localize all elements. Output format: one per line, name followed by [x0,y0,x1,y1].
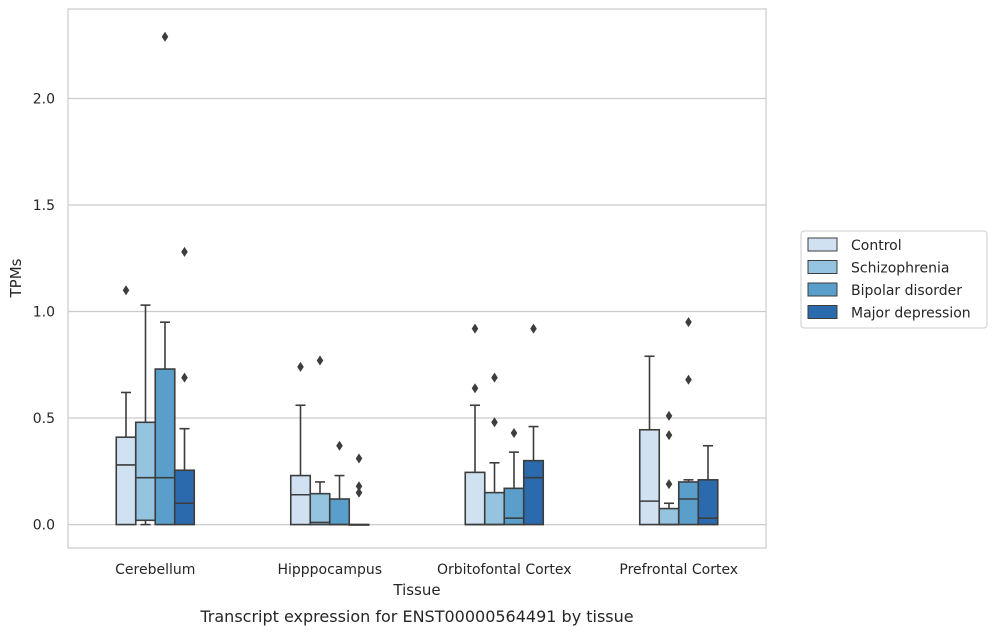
box-iqr [289,474,312,526]
box-iqr [464,471,486,526]
outlier-point [316,355,324,366]
box-iqr [522,459,545,526]
legend-label: Bipolar disorder [851,283,962,299]
outlier-point [685,374,692,385]
outlier-point [181,372,188,383]
outlier-point [471,383,479,394]
outlier-point [336,440,343,451]
legend-frame [800,230,988,329]
legend-swatch [807,282,838,297]
box-iqr [328,498,351,526]
outlier-point [530,323,537,334]
box-control [638,355,661,526]
outlier-point [181,246,188,257]
x-tick-label: Hipppocampus [277,562,382,578]
legend-swatch [807,305,838,319]
y-axis-title: TPMs [7,258,25,298]
box-iqr [309,492,331,526]
legend-swatch [807,260,838,274]
box-bipolar-disorder [328,440,351,526]
box-iqr [677,481,700,526]
outlier-point [491,417,498,428]
chart-caption: Transcript expression for ENST0000056449… [199,607,633,626]
box-iqr [115,436,137,526]
box-control [464,323,486,526]
x-axis-title: Tissue [392,581,440,599]
outlier-point [665,430,673,441]
box-iqr [173,469,196,526]
outlier-point [471,323,479,334]
box-major-depression [348,453,370,526]
x-tick-label: Cerebellum [115,562,195,578]
y-tick-label: 0.0 [33,518,55,534]
box-iqr [638,428,661,526]
box-bipolar-disorder [154,31,176,526]
plot-frame [67,8,767,549]
x-tick-label: Orbitofontal Cortex [437,562,572,578]
box-major-depression [522,323,545,526]
box-bipolar-disorder [677,317,700,526]
box-schizophrenia [309,355,331,526]
box-control [115,285,137,526]
y-tick-label: 1.0 [33,305,55,321]
outlier-point [355,487,363,498]
box-iqr [134,421,157,522]
box-iqr [483,491,506,526]
box-major-depression [173,246,196,526]
outlier-point [665,410,673,421]
box-bipolar-disorder [503,427,525,526]
x-tick-label: Prefrontal Cortex [619,562,738,578]
outlier-point [685,317,692,328]
box-groups [115,31,719,526]
outlier-point [355,453,363,464]
box-control [289,361,312,526]
y-tick-label: 0.5 [33,411,55,427]
y-axis-ticks: 0.0 0.5 1.0 1.5 2.0 [33,91,55,533]
box-schizophrenia [483,372,506,526]
box-major-depression [697,444,719,526]
legend-swatch [807,237,838,252]
box-schizophrenia [658,410,680,526]
x-axis-ticks: Cerebellum Hipppocampus Orbitofontal Corte… [115,562,738,578]
box-iqr [503,487,525,526]
outlier-point [491,372,498,383]
outlier-point [122,285,130,296]
box-iqr [154,368,176,526]
box-iqr [658,507,680,526]
legend-label: Control [851,238,902,254]
legend-label: Major depression [851,306,971,322]
y-tick-label: 2.0 [33,91,55,107]
outlier-point [510,427,518,438]
outlier-point [161,31,169,42]
outlier-point [665,479,673,490]
outlier-point [297,361,304,372]
box-iqr [697,479,719,526]
legend-label: Schizophrenia [851,261,949,277]
legend: Control Schizophrenia Bipolar disorder Majo… [800,230,988,329]
y-tick-label: 1.5 [33,198,55,214]
outlier-point [355,481,363,492]
